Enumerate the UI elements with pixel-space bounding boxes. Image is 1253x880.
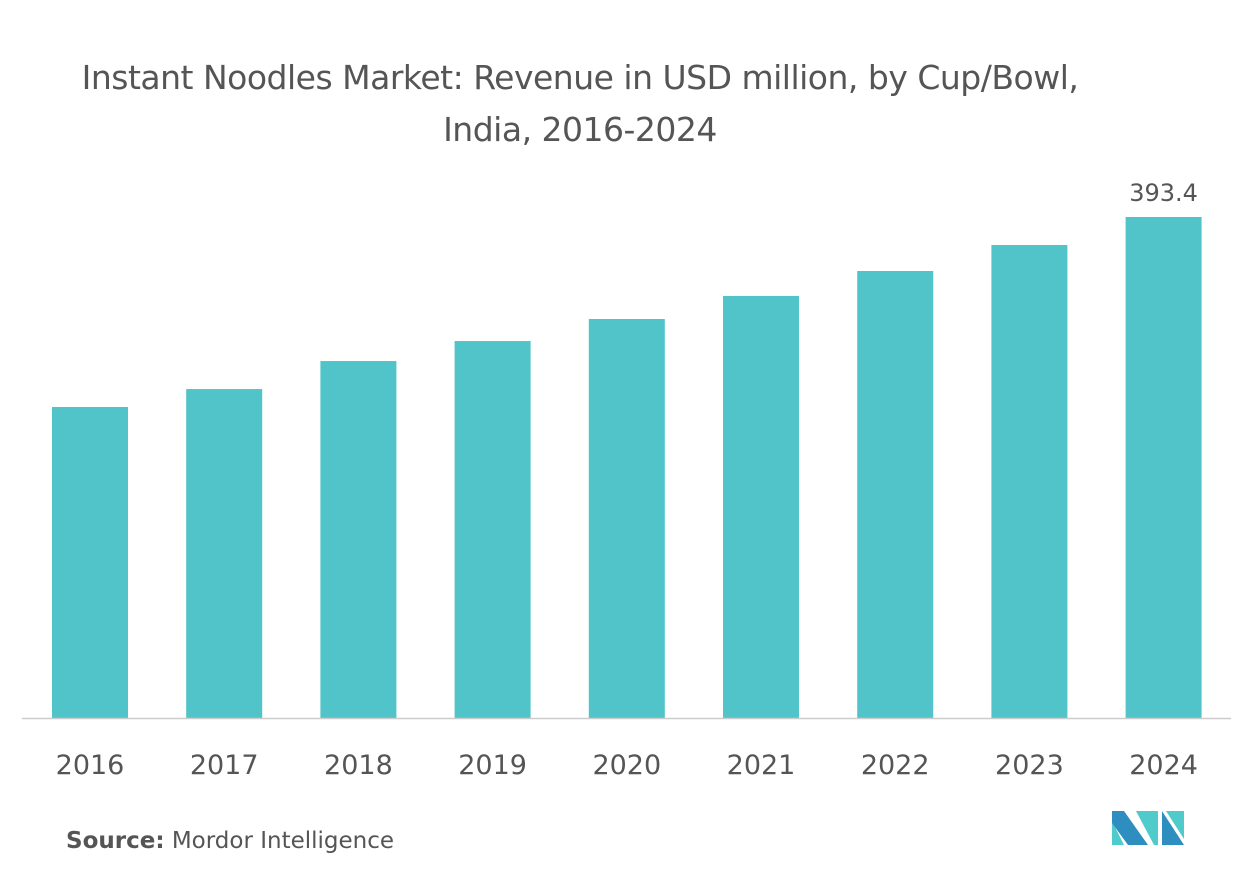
x-tick-label: 2021 (727, 750, 796, 781)
x-tick-label: 2017 (190, 750, 259, 781)
bar-2016 (52, 407, 128, 718)
bar-2018 (320, 361, 397, 718)
bar-2020 (588, 319, 665, 718)
x-tick-label: 2024 (1129, 750, 1198, 781)
bar-2021 (723, 295, 799, 718)
data-label: 393.4 (1129, 179, 1198, 207)
x-tick-label: 2016 (56, 750, 125, 781)
bar-2023 (991, 245, 1068, 719)
source-label: Source: (66, 828, 165, 854)
chart-title: Instant Noodles Market: Revenue in USD m… (81, 58, 1079, 149)
bar-2017 (186, 389, 263, 718)
source-note: Source: Mordor Intelligence (66, 828, 394, 854)
x-tick-label: 2018 (324, 750, 393, 781)
x-tick-label: 2022 (861, 750, 930, 781)
source-text: Mordor Intelligence (171, 828, 395, 854)
x-tick-label: 2020 (592, 750, 661, 781)
mordor-logo (1112, 811, 1184, 845)
bar-2022 (857, 270, 934, 718)
x-tick-label: 2023 (995, 750, 1064, 781)
bar-2024 (1125, 217, 1202, 718)
x-tick-label: 2019 (458, 750, 527, 781)
bar-2019 (454, 341, 531, 718)
